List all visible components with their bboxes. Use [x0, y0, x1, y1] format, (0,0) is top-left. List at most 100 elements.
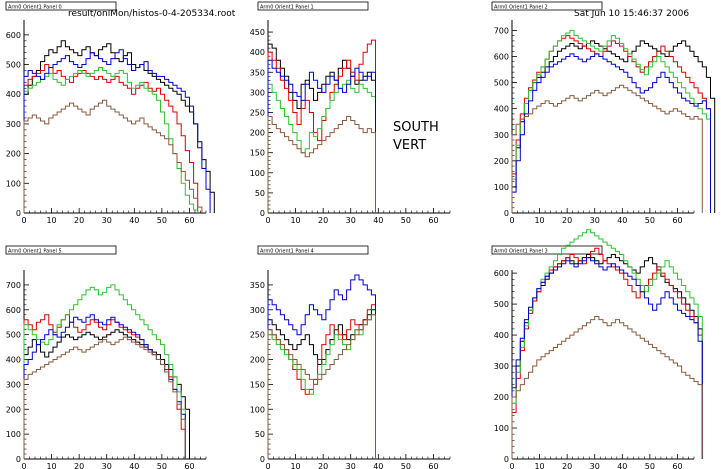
y-tick-label: 300 [494, 131, 509, 140]
y-tick-label: 500 [494, 300, 509, 309]
y-tick-label: 50 [255, 189, 265, 198]
y-tick-label: 50 [255, 430, 265, 439]
y-tick-label: 100 [250, 169, 265, 178]
x-tick-label: 40 [129, 462, 139, 469]
y-tick-label: 0 [260, 455, 265, 464]
series-black [23, 329, 190, 459]
panel-title-box [491, 245, 603, 255]
y-tick-label: 600 [6, 306, 21, 315]
y-tick-label: 400 [494, 331, 509, 340]
y-tick-label: 700 [494, 26, 509, 35]
x-tick-label: 0 [509, 462, 514, 469]
series-blue [267, 274, 376, 459]
y-tick-label: 200 [494, 157, 509, 166]
x-tick-label: 20 [318, 462, 328, 469]
y-tick-label: 600 [494, 53, 509, 62]
series-brown [267, 314, 376, 459]
x-tick-label: 20 [74, 216, 84, 225]
series-brown [511, 84, 703, 213]
x-tick-label: 50 [645, 462, 655, 469]
y-tick-label: 350 [250, 68, 265, 77]
y-tick-label: 450 [250, 28, 265, 37]
x-tick-label: 0 [21, 216, 26, 225]
series-red [23, 64, 199, 213]
x-tick-label: 20 [74, 462, 84, 469]
panel-title-box [5, 245, 117, 255]
y-tick-label: 0 [260, 209, 265, 218]
y-tick-label: 150 [250, 149, 265, 158]
y-tick-label: 400 [6, 90, 21, 99]
x-tick-label: 50 [401, 462, 411, 469]
series-red [267, 39, 376, 213]
x-tick-label: 50 [401, 216, 411, 225]
x-tick-label: 20 [318, 216, 328, 225]
y-tick-label: 400 [6, 356, 21, 365]
series-black [23, 40, 215, 213]
y-tick-label: 100 [494, 424, 509, 433]
x-tick-label: 50 [645, 216, 655, 225]
histogram-panel: Arm0 Orient1 Panel 3 0 100 200 300 400 500 600 0… [491, 229, 703, 469]
y-tick-label: 100 [6, 179, 21, 188]
y-tick-label: 300 [250, 306, 265, 315]
series-green [23, 284, 186, 459]
series-green [511, 229, 703, 459]
x-tick-label: 10 [534, 216, 544, 225]
x-tick-label: 40 [373, 462, 383, 469]
histogram-panel: Arm0 Orient1 Panel 105010015020025030035… [250, 1, 451, 225]
x-tick-label: 40 [617, 462, 627, 469]
series-green [267, 79, 376, 213]
x-tick-label: 40 [373, 216, 383, 225]
y-tick-label: 100 [494, 183, 509, 192]
panel-title: Arm0 Orient1 Panel 1 [260, 5, 314, 11]
y-tick-label: 0 [504, 209, 509, 218]
series-blue [511, 53, 711, 213]
y-tick-label: 150 [250, 380, 265, 389]
y-tick-label: 200 [494, 393, 509, 402]
x-tick-label: 60 [184, 216, 194, 225]
panel-title-box [257, 1, 369, 11]
x-tick-label: 10 [534, 462, 544, 469]
x-tick-label: 50 [157, 216, 167, 225]
series-brown [23, 336, 186, 459]
x-tick-label: 0 [21, 462, 26, 469]
x-tick-label: 60 [672, 216, 682, 225]
series-blue [267, 59, 376, 213]
panel-title: Arm0 Orient1 Panel 4 [260, 249, 314, 255]
y-tick-label: 600 [494, 269, 509, 278]
y-tick-label: 0 [504, 455, 509, 464]
y-tick-label: 300 [494, 362, 509, 371]
x-tick-label: 30 [590, 462, 600, 469]
y-tick-label: 300 [6, 120, 21, 129]
y-tick-label: 100 [250, 405, 265, 414]
file-path-label: result/onlMon/histos-0-4-205334.root [68, 9, 236, 19]
series-red [267, 304, 376, 459]
series-blue [23, 49, 211, 213]
y-tick-label: 350 [250, 281, 265, 290]
series-blue [23, 314, 186, 459]
x-tick-label: 10 [46, 462, 56, 469]
series-red [23, 314, 186, 459]
y-tick-label: 400 [250, 48, 265, 57]
x-tick-label: 40 [129, 216, 139, 225]
x-tick-label: 60 [428, 216, 438, 225]
datetime-label: Sat Jun 10 15:46:37 2006 [574, 9, 690, 19]
histogram-panel: Arm0 Orient1 Panel 0 0 100 200 300 400 500 600 0… [5, 1, 215, 225]
y-tick-label: 100 [6, 430, 21, 439]
y-tick-label: 200 [250, 129, 265, 138]
y-tick-label: 250 [250, 331, 265, 340]
histogram-panel: Arm0 Orient1 Panel 4 0 50 100 150 200 250 300 35… [250, 245, 451, 469]
x-tick-label: 10 [290, 462, 300, 469]
series-brown [511, 316, 703, 459]
x-tick-label: 30 [102, 462, 112, 469]
series-green [23, 67, 199, 213]
x-tick-label: 60 [184, 462, 194, 469]
y-tick-label: 500 [6, 331, 21, 340]
y-tick-label: 500 [6, 61, 21, 70]
x-tick-label: 60 [672, 462, 682, 469]
y-tick-label: 200 [250, 356, 265, 365]
detector-orientation-label: VERT [393, 138, 427, 153]
x-tick-label: 20 [562, 462, 572, 469]
y-tick-label: 250 [250, 108, 265, 117]
panel-title: Arm0 Orient1 Panel 5 [8, 249, 62, 255]
